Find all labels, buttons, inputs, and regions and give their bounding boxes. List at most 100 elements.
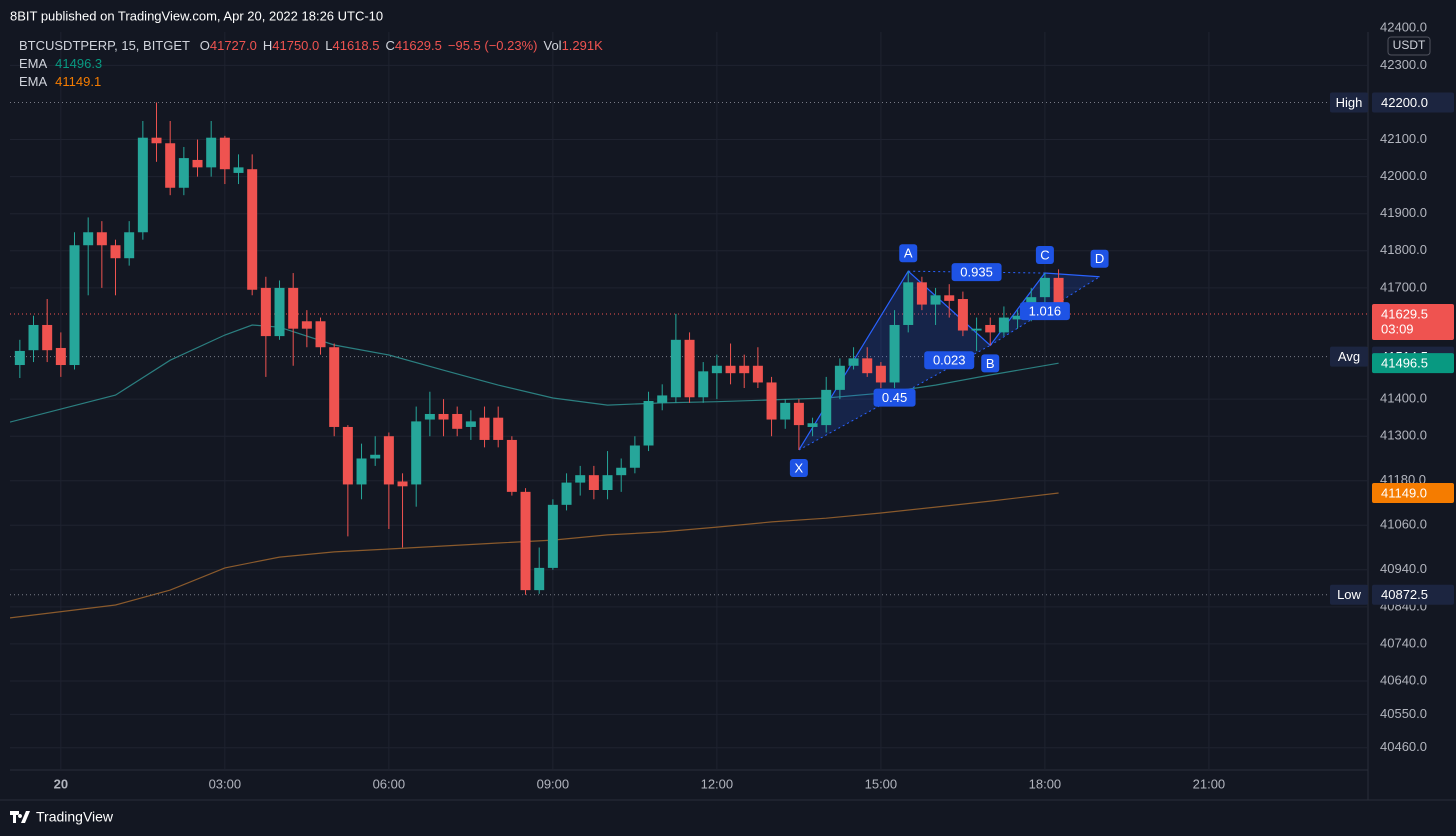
x-tick-label: 03:00 [209, 776, 242, 791]
candle-body [247, 169, 258, 290]
pattern-point-label: D [1095, 251, 1104, 266]
candle-body [862, 358, 873, 374]
candle-body [151, 137, 162, 144]
pattern-ratio-label-bg [873, 388, 916, 407]
brand-logo [10, 811, 30, 823]
legend-ohlc: BTCUSDTPERP, 15, BITGET O41727.0 H41750.0 L… [19, 38, 603, 53]
candle-body [397, 481, 408, 487]
last-price-bg [1372, 304, 1454, 341]
pattern-point-label-bg [789, 458, 808, 477]
candle-body [288, 287, 299, 329]
candle-body [124, 232, 135, 259]
change: −95.5 (−0.23%) [448, 38, 538, 53]
candle-body [998, 317, 1009, 333]
candle-body [916, 282, 927, 305]
candle-body [547, 504, 558, 568]
candle-body [875, 365, 886, 383]
pattern-ratio-line [989, 276, 1100, 346]
level-price-label-bg [1372, 92, 1454, 113]
ohlc-value: 41618.5 [332, 38, 379, 53]
ema-value: 41496.3 [55, 56, 102, 71]
x-tick-label: 20 [54, 776, 68, 791]
pattern-ratio-label: 0.45 [882, 390, 907, 405]
candle-body [315, 321, 326, 348]
legend-ema: EMA 41149.1 [19, 74, 101, 89]
pattern-point-label-bg [1035, 246, 1054, 265]
candle-body [55, 347, 66, 366]
candle-body [834, 365, 845, 390]
y-tick-label: 41900.0 [1380, 205, 1427, 220]
candle-body [534, 567, 545, 591]
legend-ema: EMA 41496.3 [19, 56, 102, 71]
candle-body [465, 421, 476, 427]
candle-body [274, 287, 285, 337]
candle-body [520, 491, 531, 591]
y-tick-label: 40460.0 [1380, 739, 1427, 754]
candle-body [206, 137, 217, 168]
y-tick-label: 41800.0 [1380, 242, 1427, 257]
candle-body [602, 475, 613, 491]
level-name: High [1336, 95, 1363, 110]
candle-body [985, 324, 996, 333]
candle-body [438, 413, 449, 420]
ema-name: EMA [19, 56, 48, 71]
level-name: Avg [1338, 349, 1360, 364]
candle-body [807, 423, 818, 427]
candle-body [1039, 277, 1050, 298]
x-tick-label: 15:00 [865, 776, 898, 791]
candle-body [452, 413, 463, 429]
candle-body [42, 324, 53, 351]
level-name-bg [1330, 92, 1368, 113]
candle-body [670, 339, 681, 398]
candle-body [684, 339, 695, 398]
candle-body [739, 365, 750, 374]
ema-price-label-bg [1372, 353, 1454, 374]
footer-bar [0, 800, 1456, 836]
candle-body [383, 436, 394, 485]
y-tick-label: 41300.0 [1380, 428, 1427, 443]
pattern-point-label-bg [981, 354, 1000, 373]
level-name-bg [1330, 584, 1368, 605]
last-price-label: 41629.5 [1381, 306, 1428, 321]
candle-body [752, 365, 763, 383]
candle-body [137, 137, 148, 233]
candle-body [479, 417, 490, 440]
candle-body [83, 232, 94, 246]
ema-price-label: 41149.0 [1381, 485, 1427, 500]
candle-body [971, 328, 982, 331]
currency-box [1387, 36, 1431, 56]
candle-body [889, 324, 900, 383]
y-tick-label: 40740.0 [1380, 635, 1427, 650]
candle-body [1012, 315, 1023, 320]
y-tick-label: 41400.0 [1380, 391, 1427, 406]
pattern-point-label: A [904, 246, 913, 261]
pattern-point-label-bg [1090, 249, 1109, 268]
ema-name: EMA [19, 74, 48, 89]
candle-body [329, 347, 340, 427]
candle-body [342, 426, 353, 485]
ema-price-label-bg [1372, 482, 1454, 503]
candle-body [643, 401, 654, 446]
candle-body [260, 287, 271, 337]
candle-body [793, 402, 804, 426]
pattern-ratio-label: 0.935 [960, 265, 993, 280]
candle-body [356, 458, 367, 485]
candle-body [930, 295, 941, 305]
candle-body [657, 395, 668, 403]
pattern-ratio-label: 1.016 [1029, 304, 1062, 319]
candle-body [28, 324, 39, 351]
candle-body [698, 371, 709, 398]
candle-body [780, 402, 791, 420]
ema-value: 41149.1 [55, 74, 101, 89]
candle-body [411, 421, 422, 485]
y-tick-label: 41700.0 [1380, 279, 1427, 294]
candle-body [493, 417, 504, 440]
ema-line [10, 324, 1059, 423]
volume-key: Vol [544, 38, 562, 53]
ohlc-key: C [385, 38, 394, 53]
candle-body [301, 321, 312, 329]
candle-body [165, 143, 176, 188]
